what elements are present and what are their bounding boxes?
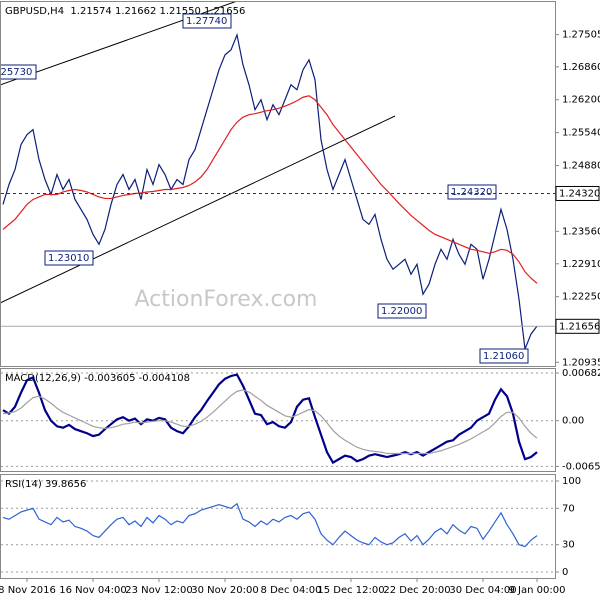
price-label: 1.24320	[559, 188, 600, 199]
price-label-box	[555, 185, 600, 201]
y-tick-label: 1.22250	[562, 292, 600, 303]
series-line	[2, 32, 538, 350]
series-line	[2, 502, 538, 548]
annotation-box	[479, 348, 529, 364]
annotation-label: 1.21060	[483, 351, 524, 362]
y-tick-label: 1.22910	[562, 259, 600, 270]
y-tick-label: 100	[562, 476, 581, 487]
x-tick-label: 23 Nov 12:00	[125, 585, 192, 596]
y-tick-label: 0	[562, 567, 568, 578]
price-label: 1.21656	[559, 321, 600, 332]
annotation-label: 1.25730	[0, 67, 32, 78]
y-tick-label: 1.20935	[562, 357, 600, 368]
y-tick-label: 1.26200	[562, 95, 600, 106]
series-line	[2, 373, 538, 465]
annotation-box	[182, 13, 232, 29]
y-tick-label: 1.27505	[562, 30, 600, 41]
panel-title: RSI(14) 39.8656	[5, 479, 86, 490]
y-tick-label: 0.00	[562, 416, 584, 427]
annotation-box	[447, 184, 497, 200]
y-tick-label: -0.006538	[562, 461, 600, 472]
annotation-label: 1.24320	[451, 187, 492, 198]
annotation-box	[44, 250, 94, 266]
x-tick-label: 22 Dec 20:00	[383, 585, 450, 596]
annotation-label: 1.22000	[381, 306, 422, 317]
series-line	[2, 389, 538, 455]
x-tick-label: 30 Dec 04:00	[449, 585, 516, 596]
price-panel	[0, 1, 556, 367]
y-tick-label: 1.26860	[562, 62, 600, 73]
price-label-box	[555, 318, 600, 334]
annotation-label: 1.27740	[186, 16, 227, 27]
y-tick-label: 30	[562, 540, 575, 551]
annotation-box	[377, 303, 427, 319]
x-tick-label: 9 Jan 00:00	[509, 585, 566, 596]
macd-panel	[0, 368, 556, 472]
channel-line	[1, 115, 396, 304]
annotation-box	[1, 64, 37, 80]
watermark: ActionForex.com	[135, 287, 318, 312]
panel-title: MACD(12,26,9) -0.003605 -0.004108	[5, 373, 190, 384]
x-tick-label: 8 Nov 2016	[0, 585, 56, 596]
series-line	[2, 95, 538, 284]
x-tick-label: 16 Nov 04:00	[59, 585, 126, 596]
y-tick-label: 70	[562, 503, 575, 514]
y-tick-label: 1.24880	[562, 161, 600, 172]
rsi-panel	[0, 474, 556, 579]
y-tick-label: 1.25540	[562, 128, 600, 139]
x-tick-label: 30 Nov 20:00	[191, 585, 258, 596]
y-tick-label: 1.23560	[562, 226, 600, 237]
annotation-label: 1.23010	[48, 253, 89, 264]
x-tick-label: 8 Dec 04:00	[261, 585, 322, 596]
panel-title: GBPUSD,H4 1.21574 1.21662 1.21550 1.2165…	[5, 6, 245, 17]
y-tick-label: 0.006829	[562, 368, 600, 379]
price-layer: 1.27740 1.25730 1.23010 1.22000 1.24320 1.210…	[0, 13, 538, 364]
x-tick-label: 15 Dec 12:00	[317, 585, 384, 596]
